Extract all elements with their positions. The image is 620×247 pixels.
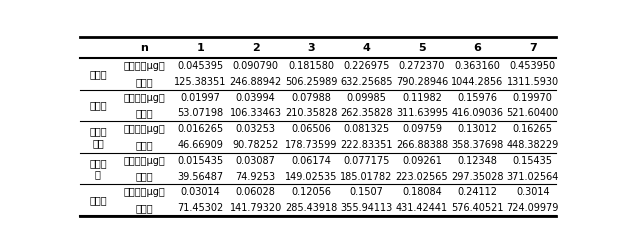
Text: 0.3014: 0.3014: [516, 187, 549, 197]
Text: 0.03087: 0.03087: [236, 156, 276, 166]
Text: 222.83351: 222.83351: [340, 140, 393, 150]
Text: 266.88388: 266.88388: [396, 140, 448, 150]
Text: 0.06506: 0.06506: [291, 124, 331, 134]
Text: 0.077175: 0.077175: [343, 156, 390, 166]
Text: 223.02565: 223.02565: [396, 172, 448, 182]
Text: 371.02564: 371.02564: [507, 172, 559, 182]
Text: 0.11982: 0.11982: [402, 93, 442, 103]
Text: 358.37698: 358.37698: [451, 140, 503, 150]
Text: 0.18084: 0.18084: [402, 187, 442, 197]
Text: 进样量（μg）: 进样量（μg）: [123, 124, 165, 134]
Text: 0.06028: 0.06028: [236, 187, 276, 197]
Text: 亮氨酸: 亮氨酸: [89, 195, 107, 205]
Text: 脉氨酸: 脉氨酸: [89, 101, 107, 110]
Text: 0.24112: 0.24112: [458, 187, 497, 197]
Text: 1311.5930: 1311.5930: [507, 77, 559, 87]
Text: 峰面积: 峰面积: [136, 203, 153, 213]
Text: 90.78252: 90.78252: [232, 140, 279, 150]
Text: 0.045395: 0.045395: [177, 61, 223, 71]
Text: 506.25989: 506.25989: [285, 77, 337, 87]
Text: 210.35828: 210.35828: [285, 108, 337, 118]
Text: 790.28946: 790.28946: [396, 77, 448, 87]
Text: 39.56487: 39.56487: [177, 172, 223, 182]
Text: 进样量（μg）: 进样量（μg）: [123, 93, 165, 103]
Text: 149.02535: 149.02535: [285, 172, 337, 182]
Text: 0.03014: 0.03014: [180, 187, 220, 197]
Text: 峰面积: 峰面积: [136, 108, 153, 118]
Text: 106.33463: 106.33463: [230, 108, 281, 118]
Text: 0.015435: 0.015435: [177, 156, 223, 166]
Text: 峰面积: 峰面积: [136, 140, 153, 150]
Text: 246.88942: 246.88942: [229, 77, 282, 87]
Text: 46.66909: 46.66909: [177, 140, 223, 150]
Text: 0.15435: 0.15435: [513, 156, 552, 166]
Text: 0.03253: 0.03253: [236, 124, 276, 134]
Text: 74.9253: 74.9253: [236, 172, 276, 182]
Text: 0.19970: 0.19970: [513, 93, 552, 103]
Text: 416.09036: 416.09036: [451, 108, 503, 118]
Text: 141.79320: 141.79320: [229, 203, 282, 213]
Text: 431.42441: 431.42441: [396, 203, 448, 213]
Text: 521.60400: 521.60400: [507, 108, 559, 118]
Text: 262.35828: 262.35828: [340, 108, 393, 118]
Text: 1044.2856: 1044.2856: [451, 77, 503, 87]
Text: 0.15976: 0.15976: [458, 93, 497, 103]
Text: 5: 5: [418, 43, 426, 53]
Text: 0.07988: 0.07988: [291, 93, 331, 103]
Text: 0.12056: 0.12056: [291, 187, 331, 197]
Text: 0.09985: 0.09985: [347, 93, 386, 103]
Text: 0.226975: 0.226975: [343, 61, 390, 71]
Text: 724.09979: 724.09979: [507, 203, 559, 213]
Text: 0.090790: 0.090790: [232, 61, 279, 71]
Text: 0.016265: 0.016265: [177, 124, 223, 134]
Text: 71.45302: 71.45302: [177, 203, 223, 213]
Text: 632.25685: 632.25685: [340, 77, 393, 87]
Text: 0.181580: 0.181580: [288, 61, 334, 71]
Text: 2: 2: [252, 43, 260, 53]
Text: 0.12348: 0.12348: [458, 156, 497, 166]
Text: 0.03994: 0.03994: [236, 93, 276, 103]
Text: 285.43918: 285.43918: [285, 203, 337, 213]
Text: 进样量（μg）: 进样量（μg）: [123, 187, 165, 197]
Text: 0.1507: 0.1507: [350, 187, 383, 197]
Text: 峰面积: 峰面积: [136, 77, 153, 87]
Text: 峰面积: 峰面积: [136, 172, 153, 182]
Text: 4: 4: [363, 43, 371, 53]
Text: 448.38229: 448.38229: [507, 140, 559, 150]
Text: 0.272370: 0.272370: [399, 61, 445, 71]
Text: 3: 3: [308, 43, 315, 53]
Text: 0.13012: 0.13012: [458, 124, 497, 134]
Text: 311.63995: 311.63995: [396, 108, 448, 118]
Text: 进样量（μg）: 进样量（μg）: [123, 61, 165, 71]
Text: 盐酸赖
氨酸: 盐酸赖 氨酸: [89, 126, 107, 148]
Text: 6: 6: [474, 43, 481, 53]
Text: 0.09261: 0.09261: [402, 156, 442, 166]
Text: 0.09759: 0.09759: [402, 124, 442, 134]
Text: 53.07198: 53.07198: [177, 108, 223, 118]
Text: 7: 7: [529, 43, 536, 53]
Text: 0.16265: 0.16265: [513, 124, 552, 134]
Text: n: n: [140, 43, 148, 53]
Text: 355.94113: 355.94113: [340, 203, 392, 213]
Text: 1: 1: [197, 43, 204, 53]
Text: 0.06174: 0.06174: [291, 156, 331, 166]
Text: 297.35028: 297.35028: [451, 172, 503, 182]
Text: 125.38351: 125.38351: [174, 77, 226, 87]
Text: 0.01997: 0.01997: [180, 93, 220, 103]
Text: 576.40521: 576.40521: [451, 203, 503, 213]
Text: 178.73599: 178.73599: [285, 140, 337, 150]
Text: 进样量（μg）: 进样量（μg）: [123, 156, 165, 166]
Text: 异亮氨
酸: 异亮氨 酸: [89, 158, 107, 180]
Text: 0.363160: 0.363160: [454, 61, 500, 71]
Text: 0.453950: 0.453950: [510, 61, 556, 71]
Text: 0.081325: 0.081325: [343, 124, 389, 134]
Text: 丙氨酸: 丙氨酸: [89, 69, 107, 79]
Text: 185.01782: 185.01782: [340, 172, 392, 182]
